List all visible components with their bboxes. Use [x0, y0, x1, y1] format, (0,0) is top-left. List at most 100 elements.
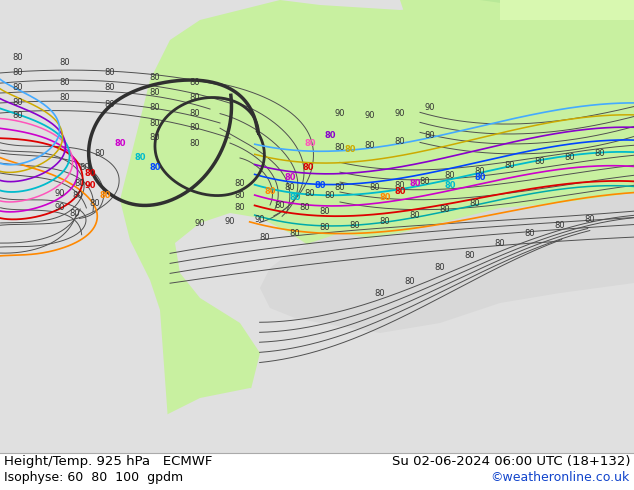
Text: 80: 80	[105, 69, 115, 77]
Text: 80: 80	[595, 148, 605, 157]
Text: 80: 80	[470, 198, 481, 207]
Text: 80: 80	[495, 239, 505, 247]
Text: 80: 80	[444, 180, 456, 190]
Text: 80: 80	[260, 234, 270, 243]
Text: 80: 80	[335, 144, 346, 152]
Text: 80: 80	[13, 83, 23, 93]
Text: 80: 80	[235, 202, 245, 212]
Text: 80: 80	[285, 183, 295, 193]
Text: 80: 80	[440, 204, 450, 214]
Text: 80: 80	[13, 53, 23, 63]
Text: 80: 80	[84, 169, 96, 177]
Polygon shape	[0, 388, 634, 453]
Text: 80: 80	[314, 180, 326, 190]
Text: 80: 80	[190, 94, 200, 102]
Text: 80: 80	[304, 139, 316, 147]
Text: 90: 90	[425, 103, 436, 113]
Text: 80: 80	[190, 123, 200, 132]
Text: 90: 90	[55, 189, 65, 197]
Bar	[0, 453, 634, 490]
Text: 80: 80	[525, 228, 535, 238]
Text: 80: 80	[425, 130, 436, 140]
Text: 80: 80	[410, 211, 420, 220]
Text: 80: 80	[505, 161, 515, 170]
Text: 90: 90	[195, 219, 205, 227]
Text: 80: 80	[375, 289, 385, 297]
Text: 80: 80	[150, 89, 160, 98]
Text: 80: 80	[324, 130, 336, 140]
Text: 80: 80	[80, 164, 90, 172]
Text: 80: 80	[264, 187, 276, 196]
Text: 80: 80	[60, 94, 70, 102]
Text: 80: 80	[105, 83, 115, 93]
Text: 90: 90	[395, 108, 405, 118]
Text: 80: 80	[379, 194, 391, 202]
Text: 80: 80	[235, 178, 245, 188]
Text: 80: 80	[235, 191, 245, 199]
Polygon shape	[120, 0, 634, 448]
Text: 80: 80	[555, 220, 566, 229]
Text: 80: 80	[365, 141, 375, 149]
Text: 90: 90	[255, 215, 265, 223]
Text: 80: 80	[585, 215, 595, 223]
Text: 80: 80	[370, 183, 380, 193]
Text: 80: 80	[100, 191, 111, 199]
Text: 80: 80	[565, 152, 575, 162]
Text: 80: 80	[150, 74, 160, 82]
Text: Su 02-06-2024 06:00 UTC (18+132): Su 02-06-2024 06:00 UTC (18+132)	[392, 455, 630, 468]
Text: 80: 80	[70, 209, 81, 218]
Text: 80: 80	[114, 139, 126, 147]
Text: 80: 80	[284, 173, 295, 182]
Text: 80: 80	[335, 183, 346, 193]
Text: 80: 80	[75, 178, 86, 188]
Text: 80: 80	[344, 145, 356, 153]
Text: 80: 80	[395, 180, 405, 190]
Text: 80: 80	[380, 217, 391, 225]
Text: 80: 80	[105, 100, 115, 109]
Text: 90: 90	[365, 111, 375, 120]
Text: 80: 80	[13, 98, 23, 107]
Text: 80: 80	[410, 178, 421, 188]
Text: 80: 80	[534, 156, 545, 166]
Text: 80: 80	[60, 78, 70, 88]
Text: 80: 80	[320, 223, 330, 232]
Text: 80: 80	[13, 69, 23, 77]
Text: 80: 80	[475, 167, 485, 175]
Text: 90: 90	[55, 203, 65, 213]
Text: 80: 80	[150, 119, 160, 127]
Text: 80: 80	[289, 194, 301, 202]
Text: 80: 80	[89, 198, 100, 207]
Text: 80: 80	[320, 206, 330, 216]
Text: 80: 80	[394, 187, 406, 196]
Text: 80: 80	[404, 276, 415, 286]
Text: 90: 90	[84, 180, 96, 190]
Text: 80: 80	[94, 148, 105, 157]
Text: Height/Temp. 925 hPa   ECMWF: Height/Temp. 925 hPa ECMWF	[4, 455, 212, 468]
Text: 80: 80	[60, 58, 70, 68]
Text: 80: 80	[190, 139, 200, 147]
Text: 80: 80	[150, 133, 160, 143]
Text: 80: 80	[190, 108, 200, 118]
Text: 80: 80	[305, 189, 315, 197]
Text: 80: 80	[134, 153, 146, 163]
Text: 80: 80	[395, 137, 405, 146]
Text: 80: 80	[302, 164, 314, 172]
Text: 80: 80	[435, 264, 445, 272]
Text: 80: 80	[150, 103, 160, 113]
Text: 90: 90	[224, 217, 235, 225]
Text: 80: 80	[325, 191, 335, 199]
Text: 80: 80	[149, 164, 161, 172]
Polygon shape	[260, 193, 634, 333]
Text: 80: 80	[13, 111, 23, 120]
Text: 80: 80	[190, 78, 200, 88]
Text: 90: 90	[335, 108, 346, 118]
Text: 80: 80	[474, 173, 486, 182]
Polygon shape	[480, 0, 634, 10]
Text: 80: 80	[465, 250, 476, 260]
Text: 80: 80	[420, 176, 430, 186]
Text: 80: 80	[444, 171, 455, 179]
Text: Isophyse: 60  80  100  gpdm: Isophyse: 60 80 100 gpdm	[4, 471, 183, 484]
Text: 80: 80	[290, 228, 301, 238]
Text: 80: 80	[300, 203, 310, 213]
Text: ©weatheronline.co.uk: ©weatheronline.co.uk	[491, 471, 630, 484]
